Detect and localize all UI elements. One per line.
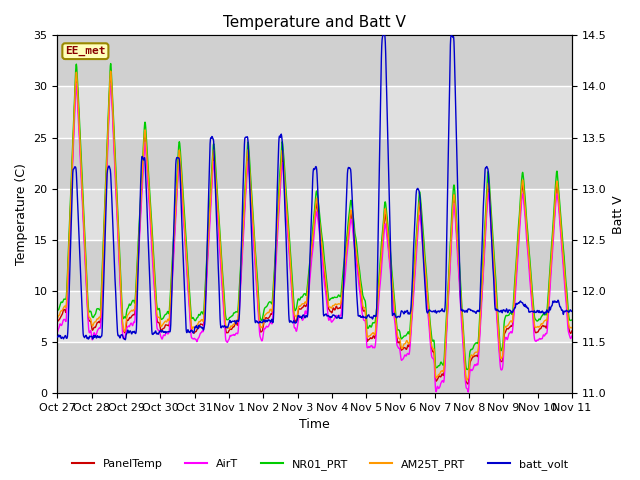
- Title: Temperature and Batt V: Temperature and Batt V: [223, 15, 406, 30]
- Legend: PanelTemp, AirT, NR01_PRT, AM25T_PRT, batt_volt: PanelTemp, AirT, NR01_PRT, AM25T_PRT, ba…: [68, 455, 572, 474]
- X-axis label: Time: Time: [300, 419, 330, 432]
- Bar: [58, 86, 572, 138]
- Bar: [58, 291, 572, 342]
- Bar: [58, 240, 572, 291]
- Y-axis label: Temperature (C): Temperature (C): [15, 163, 28, 265]
- Bar: [58, 342, 572, 393]
- Y-axis label: Batt V: Batt V: [612, 195, 625, 234]
- Text: EE_met: EE_met: [65, 46, 106, 56]
- Bar: [58, 36, 572, 86]
- Bar: [58, 138, 572, 189]
- Bar: [58, 189, 572, 240]
